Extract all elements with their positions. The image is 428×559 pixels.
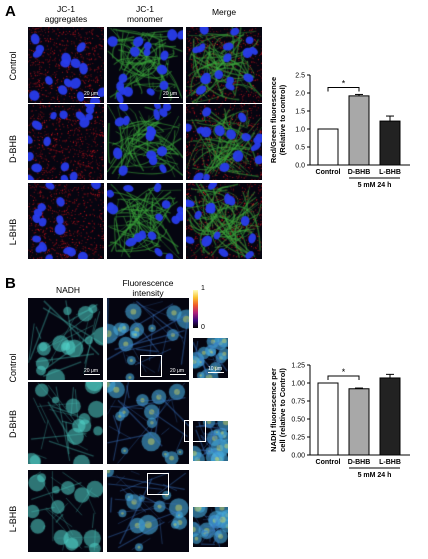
- chart-a-ytick-label-4: 2.0: [295, 91, 305, 98]
- chart-b-bar-control: [317, 382, 339, 456]
- colorbar-min-label: 0: [201, 324, 205, 331]
- scalebar-a-1-label: 20 μm: [84, 91, 98, 97]
- row-label-lbhb-b: L-BHB: [8, 505, 18, 533]
- micrograph-a-lbhb-red: [28, 183, 104, 259]
- micrograph-a-control-merge: [186, 27, 262, 103]
- scalebar-a-1-bar: [84, 97, 100, 98]
- chart-b-bar-l-bhb: [379, 377, 401, 456]
- column-header-nadh: NADH: [55, 285, 81, 295]
- chart-a-significance-bracket: [327, 86, 360, 92]
- chart-a-ytick-label-1: 0.5: [295, 145, 305, 152]
- scalebar-b-3-label: 10 μm: [208, 366, 222, 372]
- scalebar-a-2-label: 20 μm: [163, 91, 177, 97]
- row-label-dbhb-b: D-BHB: [8, 410, 18, 439]
- micrograph-b-lbhb-nadh: [28, 470, 103, 552]
- chart-b-significance-bracket: [327, 375, 360, 380]
- micrograph-a-dbhb-merge: [186, 104, 262, 180]
- row-label-lbhb-a: L-BHB: [8, 218, 18, 246]
- micrograph-a-dbhb-red: [28, 104, 104, 180]
- chart-b-xtick-label-1: D-BHB: [348, 459, 371, 466]
- panel-a-bar-chart: 0.0 0.5 1.0 1.5 2.0 2.5 Red/Green fluorescence…: [269, 73, 410, 189]
- chart-b-ytick-label-5: 1.25: [291, 363, 305, 370]
- chart-b-group-label: 5 mM 24 h: [358, 472, 392, 479]
- micrograph-a-control-red: [28, 27, 104, 103]
- chart-b-xtick-label-2: L-BHB: [379, 459, 401, 466]
- chart-a-bar-control: [317, 128, 339, 166]
- micrograph-b-dbhb-intensity: [107, 382, 189, 464]
- zoom-region-box-lbhb: [147, 473, 169, 495]
- chart-a-xtick-label-1: D-BHB: [348, 169, 371, 176]
- scalebar-b-2-bar: [170, 374, 186, 375]
- chart-b-ytick-label-4: 1.00: [291, 381, 305, 388]
- chart-a-xtick-label-2: L-BHB: [379, 169, 401, 176]
- micrograph-a-dbhb-green: [107, 104, 183, 180]
- chart-a-xtick-label-0: Control: [316, 169, 341, 176]
- chart-a-group-label: 5 mM 24 h: [358, 182, 392, 189]
- micrograph-a-control-green: [107, 27, 183, 103]
- scalebar-b-3-bar: [208, 372, 224, 373]
- zoom-region-box-dbhb: [184, 420, 206, 442]
- panel-a-letter: A: [5, 3, 16, 20]
- chart-b-ytick-label-1: 0.25: [291, 435, 305, 442]
- micrograph-b-control-inset: [193, 338, 228, 378]
- chart-b-xtick-label-0: Control: [316, 459, 341, 466]
- fluorescence-colorbar: [193, 290, 198, 328]
- panel-b-bar-chart: 0.00 0.25 0.50 0.75 1.00 1.25 NADH fluorescenc…: [269, 363, 410, 479]
- chart-b-ytick-label-2: 0.50: [291, 417, 305, 424]
- column-header-jc1-aggregates: JC-1 aggregates: [44, 4, 88, 24]
- scalebar-b-1-label: 20 μm: [84, 368, 98, 374]
- panel-b-letter: B: [5, 275, 16, 292]
- chart-a-bar-l-bhb: [379, 120, 401, 166]
- chart-b-ytick-label-0: 0.00: [291, 453, 305, 460]
- chart-a-y-axis-label: Red/Green fluorescence(Relative to contr…: [269, 77, 287, 163]
- micrograph-a-lbhb-green: [107, 183, 183, 259]
- chart-a-significance-star: *: [342, 78, 346, 88]
- column-header-jc1-monomer: JC-1 monomer: [127, 4, 163, 24]
- zoom-region-box-control: [140, 355, 162, 377]
- micrograph-b-lbhb-inset: [193, 507, 228, 547]
- micrograph-b-lbhb-intensity: [107, 470, 189, 552]
- chart-a-ytick-label-2: 1.0: [295, 127, 305, 134]
- column-header-fluorescence-intensity: Fluorescence intensity: [122, 278, 174, 298]
- chart-b-bar-d-bhb: [348, 388, 370, 456]
- scalebar-b-2-label: 20 μm: [170, 368, 184, 374]
- chart-b-ytick-label-3: 0.75: [291, 399, 305, 406]
- micrograph-a-lbhb-merge: [186, 183, 262, 259]
- chart-a-ytick-label-0: 0.0: [295, 163, 305, 170]
- chart-b-significance-star: *: [342, 367, 346, 377]
- column-header-merge: Merge: [211, 7, 237, 17]
- micrograph-b-control-nadh: [28, 298, 103, 380]
- micrograph-b-dbhb-nadh: [28, 382, 103, 464]
- chart-a-bar-d-bhb: [348, 95, 370, 166]
- row-label-control-a: Control: [8, 51, 18, 81]
- chart-b-y-axis-label: NADH fluorescence percell (relative to C…: [269, 368, 287, 452]
- chart-a-ytick-label-5: 2.5: [295, 73, 305, 80]
- scalebar-a-2-bar: [163, 97, 179, 98]
- micrograph-b-control-intensity: [107, 298, 189, 380]
- chart-a-ytick-label-3: 1.5: [295, 109, 305, 116]
- colorbar-max-label: 1: [201, 285, 205, 292]
- row-label-dbhb-a: D-BHB: [8, 135, 18, 164]
- scalebar-b-1-bar: [84, 374, 100, 375]
